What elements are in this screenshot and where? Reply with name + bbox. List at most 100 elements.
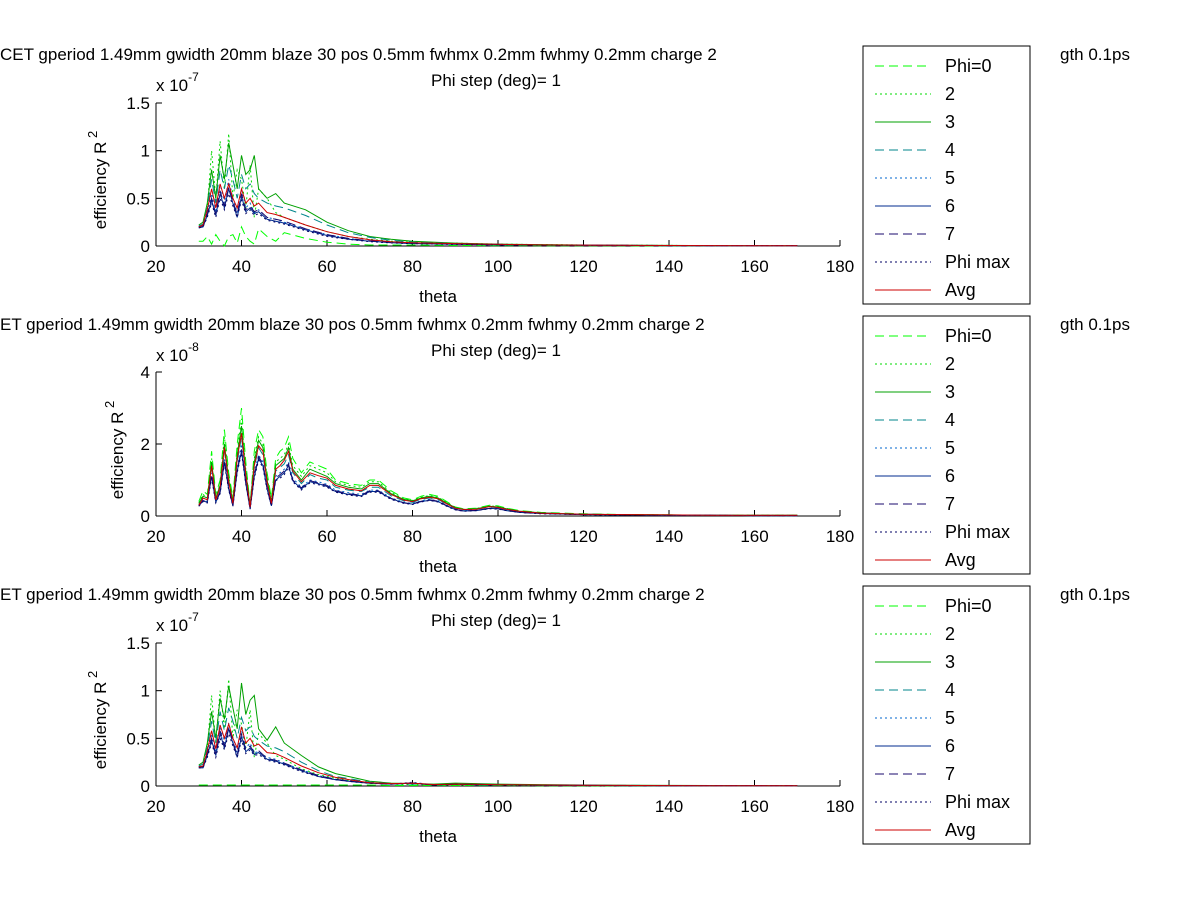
y-axis-label: efficiency R 2 [85, 131, 110, 229]
series-line-7 [198, 184, 798, 247]
x-tick-label: 40 [232, 797, 251, 816]
series-line-9 [198, 722, 798, 787]
chart-2: ET gperiod 1.49mm gwidth 20mm blaze 30 p… [0, 315, 1130, 576]
x-tick-label: 160 [740, 527, 768, 546]
legend-label: 5 [945, 438, 955, 458]
series-line-1 [198, 407, 798, 516]
legend-label: 3 [945, 652, 955, 672]
series-line-6 [198, 726, 798, 787]
legend-label: 7 [945, 764, 955, 784]
legend-label: Phi max [945, 792, 1010, 812]
y-tick-label: 1.5 [126, 94, 150, 113]
legend-label: Phi max [945, 522, 1010, 542]
legend-label: 7 [945, 224, 955, 244]
legend-label: Phi=0 [945, 326, 992, 346]
x-tick-label: 40 [232, 527, 251, 546]
series-line-9 [198, 182, 798, 247]
x-axis-label: theta [419, 287, 457, 306]
legend-label: Avg [945, 820, 976, 840]
x-tick-label: 80 [403, 797, 422, 816]
legend-label: 4 [945, 680, 955, 700]
series-line-9 [198, 433, 798, 516]
chart-title: CET gperiod 1.49mm gwidth 20mm blaze 30 … [0, 45, 717, 64]
x-tick-label: 100 [484, 797, 512, 816]
x-tick-label: 140 [655, 797, 683, 816]
legend-label: 7 [945, 494, 955, 514]
y-tick-label: 1.5 [126, 634, 150, 653]
chart-title-tail: gth 0.1ps [1060, 45, 1130, 64]
x-tick-label: 180 [826, 797, 854, 816]
legend-box [862, 585, 1031, 845]
y-tick-label: 0 [141, 777, 150, 796]
y-tick-label: 0 [141, 507, 150, 526]
x-tick-label: 60 [318, 797, 337, 816]
legend: Phi=0 2 3 4 5 6 7 Phi max Avg [862, 315, 1031, 575]
y-tick-label: 1 [141, 682, 150, 701]
legend-label: 2 [945, 624, 955, 644]
y-tick-label: 1 [141, 142, 150, 161]
y-tick-label: 0.5 [126, 189, 150, 208]
x-tick-label: 140 [655, 527, 683, 546]
y-multiplier: x 10-8 [156, 340, 199, 365]
legend-label: 2 [945, 84, 955, 104]
chart-subtitle: Phi step (deg)= 1 [431, 341, 561, 360]
legend-label: 4 [945, 140, 955, 160]
x-tick-label: 80 [403, 257, 422, 276]
legend-label: Avg [945, 550, 976, 570]
legend: Phi=0 2 3 4 5 6 7 Phi max Avg [862, 45, 1031, 305]
y-tick-label: 0.5 [126, 729, 150, 748]
x-tick-label: 20 [147, 797, 166, 816]
series-line-8 [198, 191, 798, 247]
x-tick-label: 140 [655, 257, 683, 276]
chart-title: ET gperiod 1.49mm gwidth 20mm blaze 30 p… [0, 315, 705, 334]
chart-3: ET gperiod 1.49mm gwidth 20mm blaze 30 p… [0, 585, 1130, 846]
y-multiplier: x 10-7 [156, 70, 199, 95]
series-line-3 [198, 142, 798, 247]
x-axis-label: theta [419, 557, 457, 576]
x-tick-label: 40 [232, 257, 251, 276]
x-tick-label: 120 [569, 257, 597, 276]
series-line-6 [198, 186, 798, 247]
x-tick-label: 180 [826, 527, 854, 546]
chart-title-tail: gth 0.1ps [1060, 585, 1130, 604]
chart-subtitle: Phi step (deg)= 1 [431, 611, 561, 630]
chart-subtitle: Phi step (deg)= 1 [431, 71, 561, 90]
legend-label: Phi=0 [945, 56, 992, 76]
legend-box [862, 45, 1031, 305]
x-tick-label: 20 [147, 257, 166, 276]
legend: Phi=0 2 3 4 5 6 7 Phi max Avg [862, 585, 1031, 845]
series-line-3 [198, 425, 798, 516]
series-line-5 [198, 179, 798, 247]
y-multiplier: x 10-7 [156, 610, 199, 635]
y-tick-label: 2 [141, 435, 150, 454]
legend-label: 4 [945, 410, 955, 430]
chart-1: CET gperiod 1.49mm gwidth 20mm blaze 30 … [0, 45, 1130, 306]
chart-title-tail: gth 0.1ps [1060, 315, 1130, 334]
legend-label: 3 [945, 112, 955, 132]
legend-label: 6 [945, 736, 955, 756]
legend-label: Avg [945, 280, 976, 300]
y-tick-label: 0 [141, 237, 150, 256]
y-axis-label: efficiency R 2 [102, 401, 127, 499]
series-line-8 [198, 731, 798, 787]
series-line-2 [198, 133, 798, 247]
x-tick-label: 80 [403, 527, 422, 546]
x-tick-label: 120 [569, 527, 597, 546]
x-tick-label: 120 [569, 797, 597, 816]
series-line-7 [198, 724, 798, 787]
legend-label: 6 [945, 466, 955, 486]
legend-label: Phi max [945, 252, 1010, 272]
x-tick-label: 180 [826, 257, 854, 276]
x-axis-label: theta [419, 827, 457, 846]
series-line-1 [198, 225, 798, 247]
x-tick-label: 60 [318, 527, 337, 546]
series-line-8 [198, 452, 798, 517]
x-tick-label: 160 [740, 797, 768, 816]
x-tick-label: 100 [484, 257, 512, 276]
series-line-3 [198, 682, 798, 787]
x-tick-label: 20 [147, 527, 166, 546]
legend-label: 2 [945, 354, 955, 374]
x-tick-label: 100 [484, 527, 512, 546]
legend-label: 3 [945, 382, 955, 402]
